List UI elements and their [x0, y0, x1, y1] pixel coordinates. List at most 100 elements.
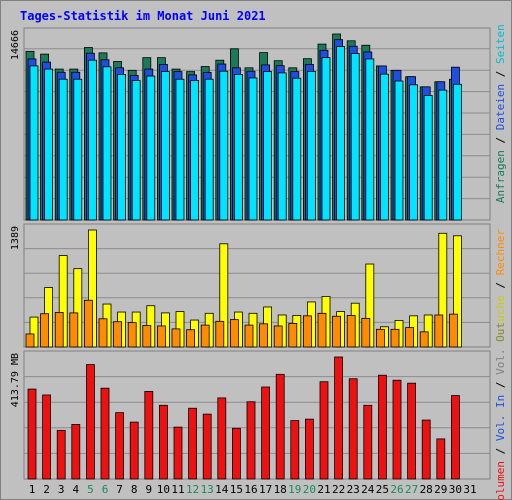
bar-seiten [117, 74, 126, 221]
axis-label-separator: / [494, 64, 507, 84]
bar-seiten [438, 89, 448, 221]
axis-label-vol-in: Vol. In [494, 395, 507, 441]
day-label: 10 [157, 483, 170, 496]
bar-volumen [231, 427, 241, 480]
bar-seiten [248, 77, 258, 221]
bar-volumen [436, 438, 446, 480]
bar-rechner [434, 314, 444, 348]
axis-label-separator: / [494, 375, 507, 395]
day-label: 7 [116, 483, 123, 496]
bar-seiten [58, 78, 68, 221]
bar-seiten [175, 78, 185, 221]
panel-1-axis-label: Anfragen / Dateien / Seiten [494, 24, 507, 203]
bar-volumen [290, 420, 300, 480]
bar-seiten [29, 65, 39, 221]
day-label: 21 [317, 483, 330, 496]
axis-label-dateien: Dateien [494, 84, 507, 130]
bar-rechner [171, 328, 181, 348]
day-label: 19 [288, 483, 301, 496]
day-label: 18 [274, 483, 287, 496]
bar-volumen [334, 356, 344, 480]
bar-volumen [129, 421, 139, 480]
bar-seiten [263, 71, 273, 221]
bar-rechner [302, 315, 312, 348]
bar-rechner [200, 324, 210, 348]
bar-volumen [71, 424, 81, 480]
bar-volumen [377, 374, 387, 480]
bar-volumen [158, 404, 168, 480]
axis-label-separator: / [494, 275, 507, 295]
axis-label-vol-out: Vol. Out [494, 322, 507, 375]
bar-rechner [156, 325, 166, 348]
bar-rechner [375, 328, 385, 348]
bar-seiten [292, 77, 302, 221]
bar-seiten [204, 78, 214, 221]
bar-volumen [115, 412, 124, 480]
day-label: 31 [463, 483, 476, 496]
day-label: 28 [420, 483, 433, 496]
bar-rechner [259, 323, 269, 348]
bar-seiten [452, 83, 462, 221]
bar-rechner [98, 318, 108, 348]
bar-seiten [160, 71, 170, 221]
day-label: 22 [332, 483, 345, 496]
bar-volumen [348, 378, 358, 480]
day-label: 29 [434, 483, 447, 496]
day-label: 3 [58, 483, 65, 496]
bar-volumen [392, 379, 402, 480]
bar-seiten [277, 72, 287, 221]
bar-rechner [127, 322, 137, 348]
day-label: 8 [131, 483, 138, 496]
day-label: 30 [449, 483, 462, 496]
day-label: 5 [87, 483, 94, 496]
bar-rechner [25, 333, 35, 348]
day-label: 24 [361, 483, 375, 496]
day-label: 6 [102, 483, 109, 496]
panel-3-axis-label: Volumen / Vol. In / Vol. Out [494, 322, 507, 500]
bar-rechner [346, 315, 356, 348]
day-label: 17 [259, 483, 272, 496]
axis-label-anfragen: Anfragen [494, 150, 507, 203]
bar-seiten [365, 58, 375, 221]
bar-seiten [190, 80, 200, 221]
bar-volumen [421, 419, 431, 480]
bar-volumen [319, 381, 329, 480]
axis-label-separator: / [494, 441, 507, 461]
bar-volumen [100, 387, 110, 480]
bar-volumen [173, 426, 183, 480]
panel-2-axis-label: Besuche / Rechner [494, 229, 507, 342]
bar-volumen [275, 373, 285, 480]
bar-rechner [317, 312, 327, 348]
bar-volumen [56, 429, 66, 480]
panel-3-max-label: 413.79 MB [10, 353, 21, 407]
day-label: 26 [390, 483, 403, 496]
chart-title: Tages-Statistik im Monat Juni 2021 [20, 9, 266, 23]
bar-volumen [144, 391, 154, 480]
bar-rechner [244, 324, 254, 348]
bar-rechner [84, 299, 93, 348]
bar-seiten [321, 57, 331, 221]
day-label: 2 [43, 483, 50, 496]
bar-seiten [219, 70, 229, 221]
bar-rechner [448, 313, 458, 348]
bar-seiten [423, 95, 433, 221]
bar-seiten [73, 78, 83, 221]
bar-volumen [407, 382, 417, 480]
bar-volumen [27, 388, 37, 480]
bar-seiten [379, 73, 389, 221]
bar-seiten [233, 74, 243, 221]
day-label: 20 [303, 483, 316, 496]
bar-rechner [390, 328, 400, 348]
panel-1-max-label: 14666 [10, 30, 21, 60]
bar-volumen [261, 386, 271, 480]
bar-seiten [409, 84, 419, 221]
day-label: 27 [405, 483, 418, 496]
panel-2-max-label: 1389 [10, 226, 21, 250]
day-label: 9 [145, 483, 152, 496]
bar-rechner [273, 325, 283, 348]
bar-rechner [332, 315, 342, 348]
day-label: 16 [244, 483, 257, 496]
bar-volumen [42, 394, 51, 480]
bar-rechner [186, 329, 196, 348]
bar-seiten [306, 70, 316, 221]
